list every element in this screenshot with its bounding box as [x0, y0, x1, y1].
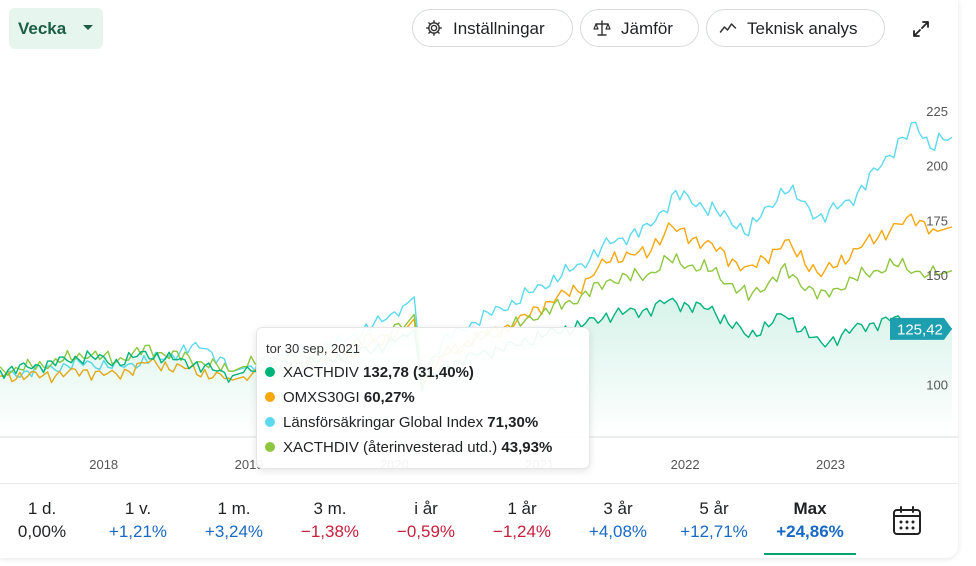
range-name: 1 d. — [27, 499, 57, 518]
tooltip-row: XACTHDIV 132,78 (31,40%) — [265, 364, 474, 381]
tooltip-series-name: Länsförsäkringar Global Index — [283, 414, 484, 431]
tooltip-row: Länsförsäkringar Global Index 71,30% — [265, 414, 538, 431]
caret-down-icon — [83, 25, 93, 30]
range-3m[interactable]: 3 m. −1,38% — [282, 484, 378, 556]
x-tick-label: 2022 — [671, 457, 700, 472]
range-1d[interactable]: 1 d. 0,00% — [0, 484, 90, 556]
range-change: +12,71% — [680, 522, 748, 541]
period-select[interactable]: Vecka — [9, 8, 103, 49]
range-1m[interactable]: 1 m. +3,24% — [186, 484, 282, 556]
gear-icon — [426, 20, 442, 36]
range-name: 1 år — [507, 499, 537, 518]
expand-icon — [913, 21, 929, 37]
range-change: −1,38% — [300, 522, 360, 541]
tooltip-date: tor 30 sep, 2021 — [266, 341, 360, 356]
series-dot — [265, 417, 275, 427]
tooltip-row: OMXS30GI 60,27% — [265, 389, 415, 406]
range-change: −0,59% — [396, 522, 456, 541]
period-select-label: Vecka — [18, 18, 67, 38]
chart-tooltip: tor 30 sep, 2021 XACTHDIV 132,78 (31,40%… — [256, 327, 590, 469]
range-3y[interactable]: 3 år +4,08% — [570, 484, 666, 556]
range-name: 3 m. — [313, 499, 347, 518]
x-tick-label: 2018 — [89, 457, 118, 472]
range-change: 0,00% — [17, 522, 67, 541]
settings-label: Inställningar — [453, 19, 545, 38]
range-name: 5 år — [699, 499, 729, 518]
technical-analysis-label: Teknisk analys — [747, 19, 858, 38]
range-name: 1 v. — [124, 499, 152, 518]
range-change: +24,86% — [776, 522, 844, 541]
fullscreen-button[interactable] — [906, 14, 936, 44]
range-1w[interactable]: 1 v. +1,21% — [90, 484, 186, 556]
range-ytd[interactable]: i år −0,59% — [378, 484, 474, 556]
last-price-label: 125,42 — [897, 321, 943, 338]
range-5y[interactable]: 5 år +12,71% — [666, 484, 762, 556]
technical-analysis-button[interactable]: Teknisk analys — [706, 9, 885, 47]
date-picker-button[interactable] — [890, 504, 924, 538]
range-name: i år — [414, 499, 438, 518]
y-tick-label: 225 — [926, 104, 948, 119]
tooltip-row: XACTHDIV (återinvesterad utd.) 43,93% — [265, 439, 552, 456]
tooltip-series-name: XACTHDIV (återinvesterad utd.) — [283, 439, 498, 456]
tooltip-series-name: XACTHDIV — [283, 364, 359, 381]
range-name: 1 m. — [217, 499, 251, 518]
y-tick-label: 175 — [926, 213, 948, 228]
y-tick-label: 100 — [926, 378, 948, 393]
scale-icon — [593, 20, 611, 36]
range-change: +1,21% — [108, 522, 168, 541]
series-dot — [265, 392, 275, 402]
tooltip-series-name: OMXS30GI — [283, 389, 360, 406]
tooltip-series-value: 71,30% — [487, 414, 539, 431]
series-dot — [265, 367, 275, 377]
x-tick-label: 2023 — [816, 457, 845, 472]
range-change: +4,08% — [588, 522, 648, 541]
tooltip-series-value: 60,27% — [363, 389, 415, 406]
compare-label: Jämför — [621, 19, 673, 38]
time-range-bar: 1 d. 0,00% 1 v. +1,21% 1 m. +3,24% 3 m. … — [0, 483, 958, 558]
trend-icon — [719, 23, 737, 33]
active-range-underline — [764, 553, 856, 555]
range-name: 3 år — [603, 499, 633, 518]
range-1y[interactable]: 1 år −1,24% — [474, 484, 570, 556]
series-dot — [265, 442, 275, 452]
tooltip-series-value: 132,78 (31,40%) — [363, 364, 474, 381]
range-name: Max — [793, 499, 827, 518]
calendar-icon — [893, 506, 921, 535]
range-change: −1,24% — [492, 522, 552, 541]
range-max[interactable]: Max +24,86% — [762, 484, 858, 556]
compare-button[interactable]: Jämför — [580, 9, 699, 47]
range-change: +3,24% — [204, 522, 264, 541]
last-price-marker: 125,42 — [890, 317, 952, 340]
tooltip-series-value: 43,93% — [501, 439, 553, 456]
y-tick-label: 150 — [926, 268, 948, 283]
y-tick-label: 200 — [926, 159, 948, 174]
settings-button[interactable]: Inställningar — [412, 9, 573, 47]
